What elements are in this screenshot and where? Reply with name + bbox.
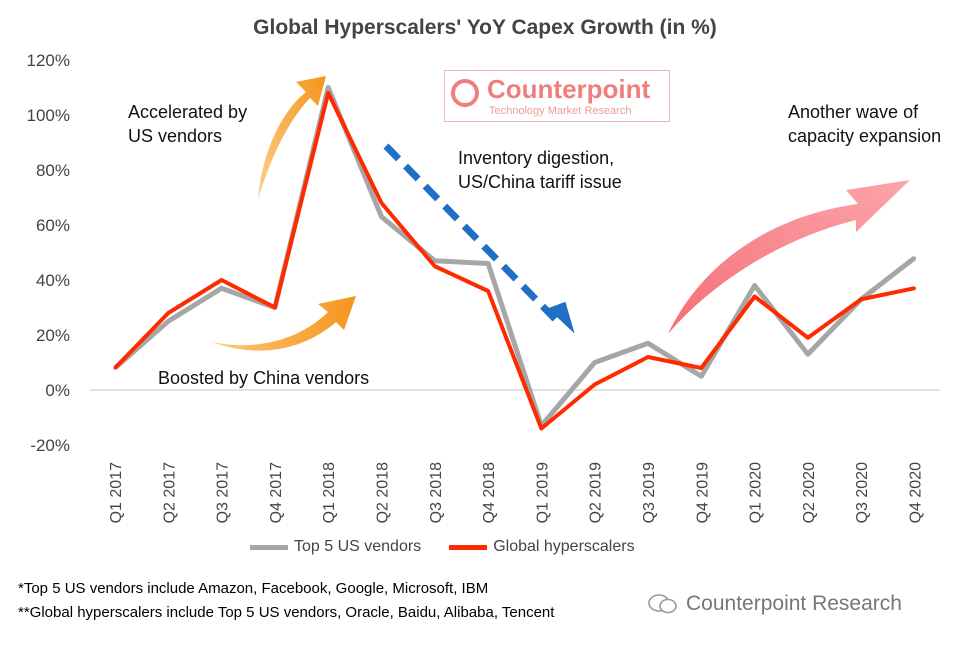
y-axis-ticks: -20% 0% 20% 40% 60% 80% 100% 120% (27, 51, 70, 455)
data-point-global (539, 427, 543, 430)
data-point-global (220, 278, 224, 282)
y-tick-label: -20% (30, 436, 70, 455)
x-tick-label: Q2 2020 (801, 462, 818, 523)
accelerated-line2: US vendors (128, 126, 223, 146)
accelerated-line1: Accelerated by (128, 102, 248, 122)
x-tick-label: Q4 2020 (908, 462, 925, 523)
x-tick-label: Q1 2017 (108, 462, 125, 523)
footnote-us-vendors: *Top 5 US vendors include Amazon, Facebo… (18, 580, 489, 597)
x-tick-label: Q4 2019 (694, 462, 711, 523)
data-point-global (113, 366, 117, 370)
wechat-icon (648, 594, 677, 614)
data-point-top5-us (753, 284, 757, 287)
x-tick-label: Q3 2018 (428, 462, 445, 523)
boosted-annotation: Boosted by China vendors (158, 368, 370, 388)
inventory-annotation: Inventory digestion, US/China tariff iss… (458, 146, 622, 194)
data-point-top5-us (913, 256, 916, 260)
x-tick-label: Q3 2020 (854, 462, 871, 523)
x-tick-label: Q3 2019 (641, 462, 658, 523)
legend-swatch-us (250, 544, 288, 550)
counterpoint-logo-icon (451, 79, 479, 107)
y-tick-label: 100% (27, 106, 70, 125)
x-tick-label: Q2 2017 (161, 462, 178, 523)
data-point-top5-us (486, 262, 490, 265)
data-point-global (646, 355, 650, 359)
y-tick-label: 0% (45, 381, 70, 400)
wave-line1: Another wave of (788, 102, 919, 122)
inventory-line2: US/China tariff issue (458, 172, 622, 192)
chart-legend: Top 5 US vendors Global hyperscalers (250, 538, 663, 556)
data-point-global (380, 201, 383, 205)
x-tick-label: Q1 2018 (321, 462, 338, 523)
data-point-global (753, 295, 757, 298)
accelerated-annotation: Accelerated by US vendors (128, 100, 247, 148)
y-tick-label: 40% (36, 271, 70, 290)
series-line-top5-us (113, 85, 917, 429)
data-point-global (913, 286, 916, 290)
data-point-global (859, 297, 863, 301)
y-tick-label: 20% (36, 326, 70, 345)
legend-label-us: Top 5 US vendors (294, 538, 422, 555)
data-point-top5-us (593, 361, 597, 364)
data-point-top5-us (166, 319, 170, 323)
series-line-global (113, 91, 915, 431)
accelerated-arrow (258, 76, 326, 200)
x-tick-label: Q2 2018 (375, 462, 392, 523)
x-tick-label: Q1 2020 (748, 462, 765, 523)
data-point-global (593, 383, 597, 386)
capacity-expansion-arrow (668, 180, 910, 334)
inventory-line1: Inventory digestion, (458, 148, 615, 168)
data-point-global (166, 311, 170, 315)
data-point-global (326, 91, 330, 95)
data-point-top5-us (326, 86, 330, 89)
watermark: Counterpoint Research (648, 592, 902, 616)
logo-name: Counterpoint (487, 74, 651, 104)
data-point-top5-us (380, 215, 383, 219)
data-point-top5-us (433, 259, 437, 263)
x-axis-ticks: Q1 2017 Q2 2017 Q3 2017 Q4 2017 Q1 2018 Q2 20… (108, 462, 925, 523)
data-point-top5-us (699, 374, 703, 378)
data-point-top5-us (220, 286, 224, 290)
data-point-global (486, 289, 490, 293)
x-tick-label: Q4 2018 (481, 462, 498, 523)
legend-label-global: Global hyperscalers (493, 538, 635, 555)
counterpoint-logo: Counterpoint Technology Market Research (444, 70, 670, 122)
data-point-global (806, 336, 810, 340)
data-point-global (699, 366, 703, 370)
chart-title: Global Hyperscalers' YoY Capex Growth (i… (253, 16, 717, 39)
data-point-top5-us (646, 341, 650, 345)
logo-subtitle: Technology Market Research (489, 105, 632, 117)
wave-line2: capacity expansion (788, 126, 942, 146)
legend-item-us: Top 5 US vendors (250, 538, 421, 556)
boosted-arrow (212, 296, 356, 351)
inventory-arrow (383, 143, 575, 334)
legend-swatch-global (449, 544, 488, 550)
x-tick-label: Q1 2019 (534, 462, 551, 523)
data-point-global (433, 264, 437, 268)
watermark-text: Counterpoint Research (686, 592, 902, 615)
legend-item-global: Global hyperscalers (449, 538, 635, 556)
capacity-annotation: Another wave of capacity expansion (788, 100, 941, 148)
x-tick-label: Q3 2017 (215, 462, 232, 523)
y-tick-label: 80% (36, 161, 70, 180)
data-point-global (273, 306, 277, 309)
y-tick-label: 60% (36, 216, 70, 235)
data-point-top5-us (806, 352, 810, 356)
series-lines (113, 85, 917, 431)
footnote-global-hyperscalers: **Global hyperscalers include Top 5 US v… (18, 604, 555, 621)
x-tick-label: Q4 2017 (268, 462, 285, 523)
x-tick-label: Q2 2019 (588, 462, 605, 523)
y-tick-label: 120% (27, 51, 70, 70)
